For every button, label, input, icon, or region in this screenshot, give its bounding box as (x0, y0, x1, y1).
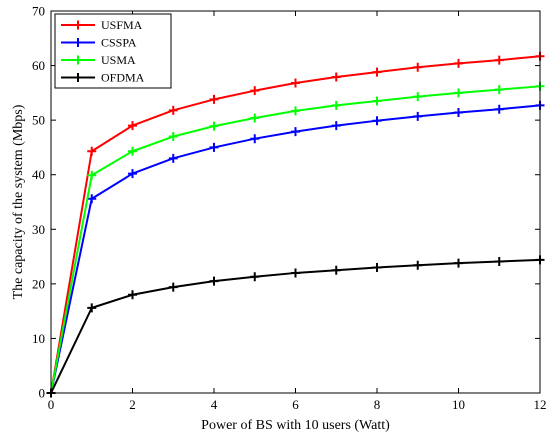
data-point-ofdma (291, 268, 300, 278)
data-point-usma (454, 88, 463, 98)
data-point-usma (291, 106, 300, 116)
data-point-ofdma (128, 290, 137, 300)
y-axis-ticks: 0 10 20 30 40 50 60 70 (32, 4, 540, 401)
legend-label-ofdma: OFDMA (101, 71, 145, 85)
data-point-usma (331, 100, 341, 110)
y-tick-label: 40 (32, 167, 45, 182)
data-point-usma (209, 121, 219, 131)
legend-item-ofdma: OFDMA (61, 71, 145, 85)
data-point-usfma (454, 58, 463, 68)
data-point-csspa (250, 134, 260, 144)
data-point-ofdma (87, 303, 97, 313)
data-point-csspa (372, 116, 382, 126)
x-tick-label: 0 (48, 397, 55, 412)
data-point-usma (128, 146, 137, 156)
data-point-usfma (128, 121, 137, 131)
data-point-usma (87, 170, 97, 180)
data-point-usfma (413, 62, 423, 72)
series-line-csspa (50, 104, 541, 394)
y-tick-label: 60 (32, 58, 45, 73)
data-point-usfma (331, 72, 341, 82)
data-point-usfma (209, 94, 219, 104)
data-point-ofdma (168, 282, 178, 292)
data-point-csspa (331, 121, 341, 131)
legend-marker-usma (73, 55, 83, 65)
series-ofdma (46, 255, 545, 398)
data-point-csspa (454, 108, 463, 118)
data-point-ofdma (454, 258, 463, 268)
data-point-ofdma (209, 276, 219, 286)
data-point-usma (494, 85, 504, 95)
legend-item-usfma: USFMA (61, 18, 143, 32)
legend-marker-ofdma (73, 73, 83, 82)
data-point-usfma (168, 105, 178, 115)
x-tick-label: 4 (211, 397, 218, 412)
data-point-ofdma (331, 265, 341, 275)
data-point-csspa (291, 127, 300, 137)
series-line-ofdma (50, 258, 541, 394)
data-point-usfma (250, 86, 260, 96)
data-point-usfma (494, 55, 504, 65)
legend-item-usma: USMA (61, 53, 136, 67)
legend-marker-usfma (73, 20, 83, 30)
data-point-usma (250, 113, 260, 123)
legend-label-usfma: USFMA (101, 18, 143, 32)
data-point-usma (372, 96, 382, 106)
x-tick-label: 2 (129, 397, 136, 412)
legend-box (54, 13, 172, 89)
x-tick-label: 8 (374, 397, 381, 412)
data-point-ofdma (250, 272, 260, 282)
data-point-csspa (87, 194, 97, 204)
data-point-ofdma (372, 262, 382, 272)
y-tick-label: 50 (32, 113, 45, 128)
data-point-ofdma (413, 260, 423, 270)
y-tick-label: 70 (32, 4, 45, 19)
data-point-usfma (87, 146, 97, 156)
x-tick-label: 12 (534, 397, 547, 412)
y-tick-label: 30 (32, 222, 45, 237)
y-axis-label: The capacity of the system (Mbps) (11, 104, 26, 299)
series-csspa (46, 100, 545, 398)
x-axis-ticks: 0 2 4 6 8 10 12 (48, 11, 547, 412)
x-tick-label: 10 (452, 397, 465, 412)
legend-marker-csspa (73, 38, 83, 47)
data-point-usma (168, 132, 178, 142)
y-tick-label: 0 (39, 386, 46, 401)
legend-item-csspa: CSSPA (61, 36, 137, 50)
y-tick-label: 20 (32, 276, 45, 291)
y-tick-label: 10 (32, 331, 45, 346)
legend-label-csspa: CSSPA (101, 36, 137, 50)
data-point-usfma (372, 67, 382, 77)
legend: USFMA CSSPA USMA OFDMA (54, 13, 172, 89)
plot-series (46, 51, 545, 398)
data-point-usma (413, 92, 423, 102)
data-point-usfma (291, 78, 300, 88)
x-axis-label: Power of BS with 10 users (Watt) (201, 418, 390, 433)
data-point-ofdma (494, 256, 504, 266)
legend-label-usma: USMA (101, 53, 136, 67)
data-point-csspa (494, 104, 504, 114)
data-point-csspa (209, 142, 219, 152)
data-point-csspa (128, 169, 137, 179)
data-point-csspa (413, 111, 423, 121)
x-tick-label: 6 (292, 397, 299, 412)
series-usfma (46, 51, 545, 398)
data-point-csspa (168, 153, 178, 163)
